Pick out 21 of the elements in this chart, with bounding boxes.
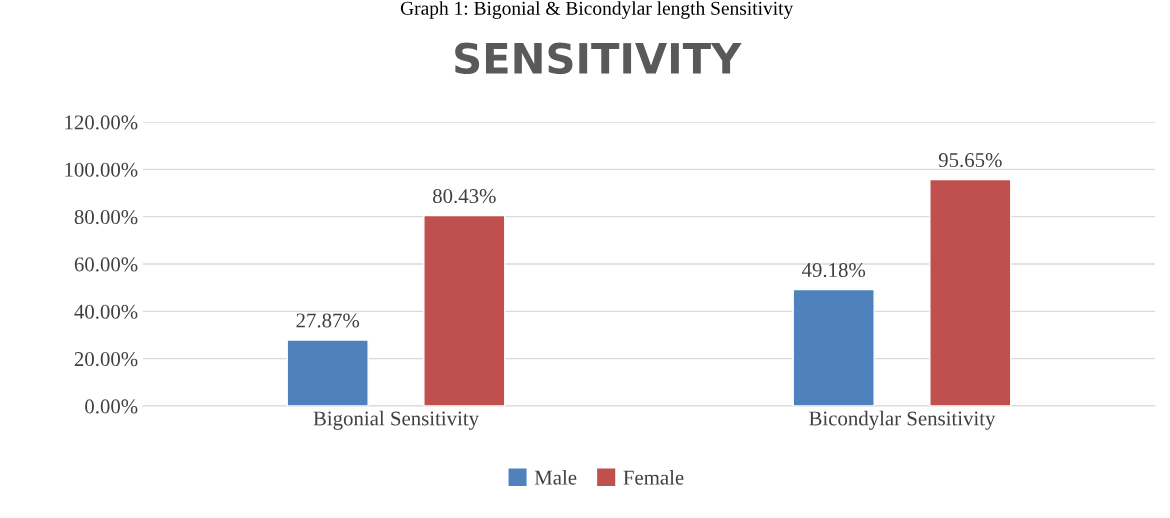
y-tick-label: 0.00% (85, 399, 138, 414)
y-tick-label: 80.00% (74, 210, 138, 225)
x-tick-label: Bigonial Sensitivity (313, 410, 479, 430)
data-label: 95.65% (938, 153, 1002, 168)
y-tick-label: 60.00% (74, 257, 138, 272)
bar (423, 214, 506, 406)
x-tick-label: Bicondylar Sensitivity (809, 410, 996, 430)
bar (929, 178, 1012, 406)
chart-title: SENSITIVITY (455, 42, 742, 75)
legend-label: Female (623, 470, 684, 485)
data-label: 27.87% (296, 313, 360, 328)
bar (792, 288, 875, 406)
legend-label: Male (534, 470, 577, 485)
data-label: 80.43% (432, 189, 496, 204)
y-tick-label: 20.00% (74, 352, 138, 367)
bar (286, 339, 369, 406)
y-tick-label: 100.00% (65, 162, 138, 177)
y-tick-label: 40.00% (74, 304, 138, 319)
y-tick-label: 120.00% (65, 115, 138, 130)
data-label: 49.18% (801, 262, 866, 278)
caption: Graph 1: Bigonial & Bicondylar length Sensitivity (400, 1, 794, 19)
